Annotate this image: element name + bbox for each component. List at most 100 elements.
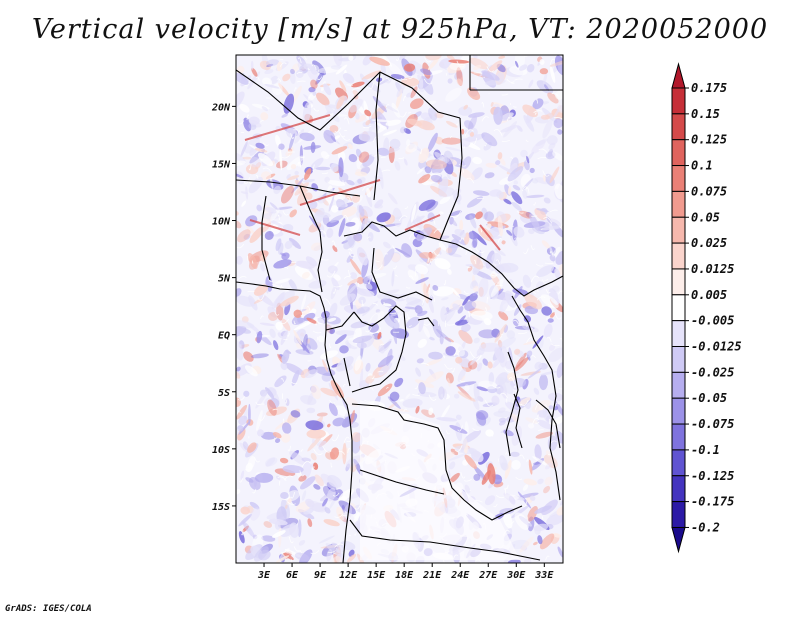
field-cell bbox=[499, 157, 506, 166]
field-contour bbox=[272, 408, 278, 411]
field-cell bbox=[342, 504, 352, 525]
field-contour bbox=[296, 71, 303, 75]
field-cell bbox=[316, 412, 328, 417]
field-cell bbox=[468, 293, 478, 302]
field-contour bbox=[341, 135, 351, 141]
field-cell bbox=[350, 409, 355, 426]
field-contour bbox=[420, 148, 422, 155]
field-contour bbox=[423, 78, 433, 85]
field-cell bbox=[491, 395, 500, 406]
field-contour bbox=[300, 449, 304, 453]
field-cell bbox=[300, 294, 307, 311]
field-cell bbox=[516, 125, 523, 132]
field-cell bbox=[522, 274, 532, 288]
field-contour bbox=[278, 480, 281, 486]
field-cell bbox=[249, 156, 261, 168]
field-cell bbox=[487, 361, 493, 369]
field-contour bbox=[398, 215, 408, 222]
field-cell bbox=[329, 124, 339, 133]
field-cell bbox=[289, 522, 300, 538]
field-cell bbox=[556, 362, 563, 379]
field-contour bbox=[547, 454, 554, 456]
field-cell bbox=[523, 340, 541, 345]
field-cell bbox=[348, 236, 355, 248]
field-contour bbox=[321, 298, 331, 306]
field-cell bbox=[376, 212, 391, 223]
field-cell bbox=[460, 375, 466, 383]
colorbar-segment bbox=[671, 242, 686, 270]
field-cell bbox=[448, 472, 460, 484]
field-contour bbox=[430, 183, 432, 185]
field-cell bbox=[305, 256, 318, 267]
field-cell bbox=[298, 475, 307, 482]
field-cell bbox=[407, 118, 423, 127]
field-cell bbox=[478, 277, 489, 298]
field-cell bbox=[321, 233, 326, 238]
field-contour bbox=[317, 76, 323, 80]
field-cell bbox=[438, 386, 445, 400]
field-cell bbox=[415, 405, 420, 414]
field-cell bbox=[499, 379, 508, 399]
field-cell bbox=[236, 220, 242, 229]
field-contour bbox=[500, 392, 508, 399]
field-contour bbox=[545, 288, 551, 294]
field-contour bbox=[290, 492, 295, 499]
field-cell bbox=[262, 212, 282, 220]
field-cell bbox=[388, 192, 398, 205]
field-cell bbox=[290, 68, 295, 75]
field-cell bbox=[300, 308, 317, 319]
field-contour bbox=[453, 350, 461, 357]
field-cell bbox=[405, 143, 418, 153]
field-cell bbox=[236, 91, 245, 109]
field-cell bbox=[447, 268, 452, 275]
field-cell bbox=[515, 352, 527, 370]
field-contour bbox=[287, 501, 296, 505]
field-cell bbox=[552, 532, 562, 538]
field-contour bbox=[408, 325, 412, 327]
lon-label: 3E bbox=[257, 570, 271, 581]
field-cell bbox=[287, 498, 292, 504]
field-band bbox=[244, 114, 331, 141]
field-cell bbox=[349, 98, 363, 113]
field-cell bbox=[236, 288, 242, 298]
field-cell bbox=[292, 63, 300, 72]
field-cell bbox=[472, 291, 479, 297]
field-cell bbox=[525, 417, 539, 424]
field-contour bbox=[365, 326, 372, 333]
field-contour bbox=[458, 237, 463, 242]
field-cell bbox=[420, 75, 434, 95]
colorbar-label: 0.175 bbox=[691, 81, 727, 95]
field-contour bbox=[451, 211, 462, 218]
field-cell bbox=[541, 240, 550, 249]
field-cell bbox=[332, 556, 343, 563]
field-contour bbox=[501, 93, 509, 96]
field-cell bbox=[428, 107, 438, 121]
field-cell bbox=[377, 147, 390, 156]
field-contour bbox=[442, 355, 446, 359]
field-cell bbox=[544, 476, 553, 486]
field-cell bbox=[261, 106, 269, 112]
field-cell bbox=[307, 518, 313, 528]
field-cell bbox=[468, 115, 477, 132]
field-cell bbox=[307, 435, 323, 452]
field-cell bbox=[557, 546, 563, 558]
field-cell bbox=[541, 225, 563, 231]
field-contour bbox=[346, 196, 351, 202]
field-contour bbox=[550, 343, 560, 347]
field-cell bbox=[508, 495, 516, 505]
field-cell bbox=[349, 272, 358, 280]
field-cell bbox=[478, 329, 497, 339]
field-cell bbox=[239, 328, 251, 334]
field-cell bbox=[378, 167, 384, 189]
field-contour bbox=[518, 332, 528, 335]
field-contour bbox=[403, 408, 408, 413]
field-cell bbox=[338, 500, 356, 515]
field-contour bbox=[279, 318, 289, 325]
field-cell bbox=[497, 215, 504, 237]
field-cell bbox=[535, 431, 554, 439]
field-contour bbox=[536, 296, 546, 301]
field-contour bbox=[535, 263, 544, 267]
field-cell bbox=[345, 221, 356, 227]
field-cell bbox=[482, 258, 497, 272]
field-cell bbox=[411, 204, 417, 223]
